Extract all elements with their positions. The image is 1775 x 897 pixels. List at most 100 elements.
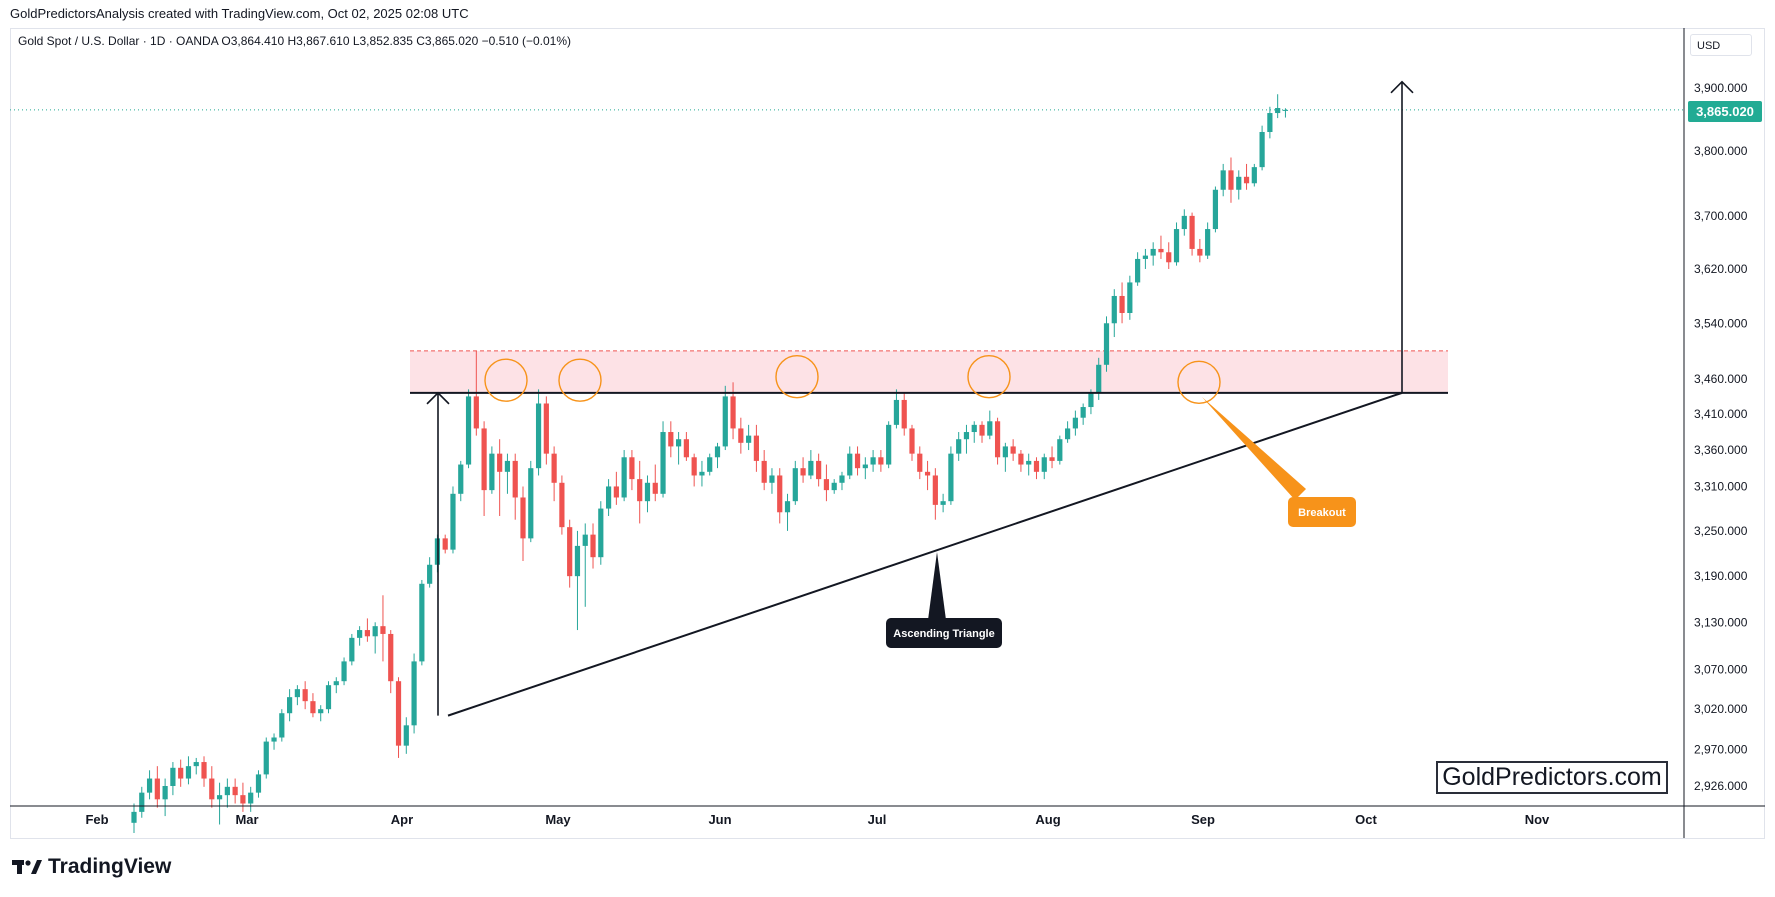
ascending-triangle-pointer (928, 552, 946, 620)
candle (302, 681, 308, 710)
candle-body (551, 453, 557, 483)
candle (193, 757, 199, 775)
arrow-head-left (426, 391, 450, 405)
candle (458, 460, 464, 502)
candle-body (605, 486, 612, 509)
candle-body (862, 464, 868, 469)
candle-body (559, 482, 565, 528)
candle (1212, 186, 1219, 233)
time-tick-label: Apr (391, 812, 413, 827)
candle (216, 782, 223, 825)
price-tick-label: 3,460.000 (1694, 372, 1748, 386)
candle-body (520, 497, 526, 539)
candle-body (971, 424, 977, 433)
candle-body (567, 527, 573, 577)
candle (1142, 248, 1148, 269)
candle (395, 677, 402, 758)
candle (714, 442, 721, 469)
time-tick-label: Mar (235, 812, 258, 827)
candle-body (730, 396, 736, 429)
candle-body (535, 403, 542, 469)
candle-body (1096, 364, 1102, 393)
candle-body (1033, 460, 1040, 472)
candle-body (644, 482, 651, 502)
tradingview-logo[interactable]: TradingView (12, 855, 171, 879)
candle-body (504, 460, 511, 472)
candle (1243, 163, 1250, 190)
price-tick-label: 3,070.000 (1694, 662, 1748, 676)
candle (893, 389, 900, 429)
candle-body (419, 583, 425, 662)
candle-body (963, 432, 970, 440)
candle-body (956, 439, 962, 454)
candle-body (707, 457, 713, 472)
candle (178, 759, 184, 787)
currency-selector[interactable]: USD (1690, 34, 1752, 56)
candle-body (917, 453, 923, 472)
resistance-touch-circle (558, 358, 602, 402)
price-tick-label: 3,190.000 (1694, 569, 1748, 583)
candle-body (613, 486, 619, 498)
candle (652, 464, 658, 502)
candle (994, 417, 1001, 465)
candle-body (302, 689, 308, 702)
candle-body (325, 685, 332, 710)
tradingview-brand: TradingView (48, 855, 172, 878)
candle (987, 410, 993, 440)
candle (598, 501, 604, 565)
candle (699, 460, 705, 487)
candle-body (1166, 252, 1172, 263)
candle (310, 693, 316, 718)
candle-body (1065, 428, 1071, 440)
candle (333, 677, 339, 694)
candle (465, 389, 472, 469)
candle (1220, 163, 1226, 197)
candle (1228, 157, 1234, 203)
candle-body (1072, 417, 1078, 429)
candle-body (395, 681, 402, 746)
candle (504, 453, 511, 494)
time-tick-label: Feb (85, 812, 108, 827)
candle-body (465, 396, 472, 465)
candle (668, 421, 674, 458)
candle-body (987, 421, 993, 436)
candle (154, 766, 160, 808)
candle (419, 579, 425, 666)
candle (318, 705, 324, 722)
candle-body (185, 766, 192, 779)
arrow-head-right (1390, 80, 1414, 94)
price-tick-label: 2,926.000 (1694, 779, 1748, 793)
candle (146, 770, 153, 800)
candle-body (1150, 248, 1156, 256)
candle-body (1080, 407, 1086, 418)
candle-body (1103, 323, 1110, 365)
candle-body (808, 460, 814, 476)
candle (769, 468, 775, 494)
candle-body (847, 453, 853, 476)
candle-body (590, 534, 596, 558)
candle-body (1057, 439, 1063, 461)
candle-body (162, 786, 168, 800)
candle-body (232, 786, 238, 796)
candle (232, 778, 238, 804)
candle (901, 392, 907, 436)
price-tick-label: 3,130.000 (1694, 615, 1748, 629)
candle-body (193, 762, 199, 767)
candle-body (784, 501, 791, 513)
candle (1166, 242, 1172, 269)
candle (590, 523, 596, 569)
candle (263, 737, 269, 779)
candle (248, 786, 254, 812)
candle-body (442, 538, 448, 550)
candle-body (1259, 131, 1265, 168)
price-tick-label: 2,970.000 (1694, 743, 1748, 757)
candle (971, 421, 977, 443)
candle (364, 618, 370, 642)
candle (411, 653, 417, 734)
candle (1041, 453, 1047, 480)
candle (512, 453, 518, 520)
candle-body (792, 468, 798, 502)
candle-body (1243, 176, 1250, 184)
candle-body (1282, 109, 1289, 111)
